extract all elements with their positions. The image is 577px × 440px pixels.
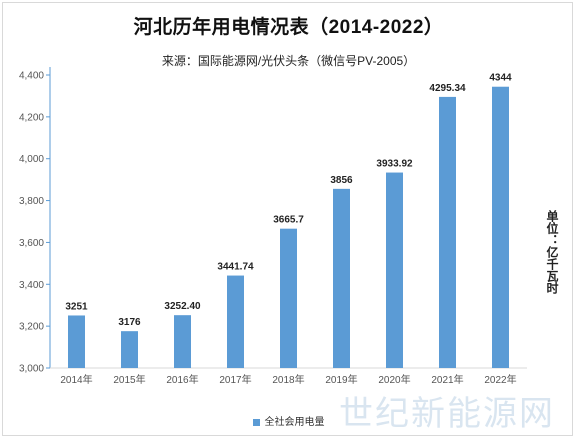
data-label: 3252.40 xyxy=(164,301,201,312)
x-tick-label: 2016年 xyxy=(166,373,198,386)
chart-subtitle: 来源：国际能源网/光伏头条（微信号PV-2005） xyxy=(161,54,416,68)
data-label: 3933.92 xyxy=(376,159,413,170)
y-tick-label: 3,600 xyxy=(19,238,44,249)
legend-swatch xyxy=(252,418,260,426)
legend-label: 全社会用电量 xyxy=(264,417,325,428)
bar xyxy=(121,331,138,368)
data-label: 4344 xyxy=(489,73,512,84)
x-tick-label: 2019年 xyxy=(325,373,357,386)
bar xyxy=(227,275,244,368)
bar xyxy=(68,315,85,368)
chart-title: 河北历年用电情况表（2014-2022） xyxy=(133,17,444,38)
unit-label: 单位：亿千瓦时 xyxy=(545,210,559,294)
data-label: 3665.7 xyxy=(273,215,304,226)
data-label: 3441.74 xyxy=(217,262,254,273)
y-tick-label: 4,000 xyxy=(19,154,44,165)
bar xyxy=(492,86,509,368)
bar xyxy=(333,188,350,368)
x-tick-label: 2014年 xyxy=(60,373,92,386)
watermark-logo: 世纪新能源网 xyxy=(339,394,555,434)
y-tick-label: 4,200 xyxy=(19,112,44,123)
x-tick-label: 2015年 xyxy=(113,373,145,386)
bar xyxy=(174,315,191,368)
data-label: 3856 xyxy=(330,175,353,186)
x-tick-label: 2020年 xyxy=(378,373,410,386)
bar xyxy=(386,172,403,368)
data-label: 3251 xyxy=(65,301,88,312)
y-tick-label: 3,000 xyxy=(19,364,44,375)
x-tick-label: 2018年 xyxy=(272,373,304,386)
chart-legend: 全社会用电量 xyxy=(0,413,577,428)
y-tick-label: 3,400 xyxy=(19,280,44,291)
bar xyxy=(280,228,297,368)
data-label: 3176 xyxy=(118,317,141,328)
y-tick-label: 4,400 xyxy=(19,71,44,82)
chart-border xyxy=(2,2,573,436)
bar xyxy=(439,96,456,368)
data-label: 4295.34 xyxy=(429,83,466,94)
x-tick-label: 2017年 xyxy=(219,373,251,386)
x-tick-label: 2021年 xyxy=(431,373,463,386)
y-tick-label: 3,200 xyxy=(19,322,44,333)
y-tick-label: 3,800 xyxy=(19,196,44,207)
x-tick-label: 2022年 xyxy=(484,373,516,386)
